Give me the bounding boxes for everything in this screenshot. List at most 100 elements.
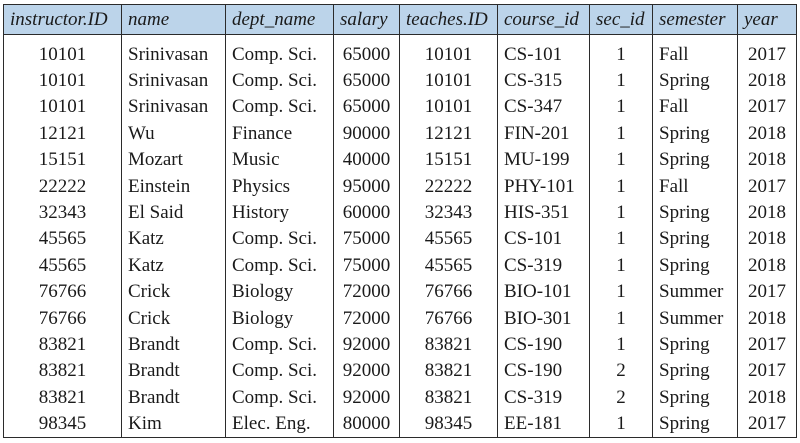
cell-teaches-id: 83821 xyxy=(399,357,498,385)
cell-salary: 72000 xyxy=(333,278,400,305)
cell-instructor-id: 10101 xyxy=(3,67,122,94)
cell-year: 2018 xyxy=(737,199,797,226)
table-row: 98345 Kim Elec. Eng. 80000 98345 EE-181 1 Sprin… xyxy=(3,410,797,438)
cell-year: 2018 xyxy=(737,67,797,94)
cell-course-id: CS-190 xyxy=(497,331,590,358)
cell-instructor-id: 45565 xyxy=(3,225,122,253)
cell-salary: 80000 xyxy=(333,410,400,438)
cell-course-id: EE-181 xyxy=(497,410,590,438)
cell-teaches-id: 45565 xyxy=(399,252,498,279)
cell-instructor-id: 32343 xyxy=(3,199,122,226)
cell-dept-name: Comp. Sci. xyxy=(225,252,334,279)
cell-instructor-id: 10101 xyxy=(3,93,122,121)
cell-sec-id: 1 xyxy=(589,67,653,94)
cell-year: 2017 xyxy=(737,357,797,385)
cell-year: 2018 xyxy=(737,384,797,411)
cell-name: Brandt xyxy=(121,384,226,411)
cell-sec-id: 1 xyxy=(589,252,653,279)
cell-salary: 92000 xyxy=(333,331,400,358)
cell-year: 2017 xyxy=(737,410,797,438)
table-row: 83821 Brandt Comp. Sci. 92000 83821 CS-319 2 Sp… xyxy=(3,384,797,411)
cell-name: Brandt xyxy=(121,357,226,385)
cell-teaches-id: 45565 xyxy=(399,225,498,253)
cell-sec-id: 1 xyxy=(589,41,653,68)
cell-dept-name: Biology xyxy=(225,304,334,332)
cell-teaches-id: 15151 xyxy=(399,146,498,173)
column-header-year: year xyxy=(737,4,797,35)
cell-semester: Spring xyxy=(652,384,738,411)
column-header-name: name xyxy=(121,4,226,35)
cell-dept-name: Comp. Sci. xyxy=(225,41,334,68)
cell-teaches-id: 22222 xyxy=(399,172,498,200)
table-row: 45565 Katz Comp. Sci. 75000 45565 CS-101 1 Spri… xyxy=(3,225,797,253)
cell-semester: Spring xyxy=(652,357,738,385)
column-header-salary: salary xyxy=(333,4,400,35)
cell-semester: Spring xyxy=(652,252,738,279)
cell-course-id: HIS-351 xyxy=(497,199,590,226)
header-row: instructor.ID name dept_name salary teac… xyxy=(3,4,797,35)
cell-name: Katz xyxy=(121,252,226,279)
cell-salary: 65000 xyxy=(333,93,400,121)
table-row: 22222 Einstein Physics 95000 22222 PHY-101 1 Fa… xyxy=(3,172,797,200)
cell-semester: Fall xyxy=(652,41,738,68)
cell-sec-id: 1 xyxy=(589,225,653,253)
cell-year: 2018 xyxy=(737,146,797,173)
cell-salary: 40000 xyxy=(333,146,400,173)
cell-year: 2017 xyxy=(737,278,797,305)
cell-year: 2017 xyxy=(737,331,797,358)
table-row: 10101 Srinivasan Comp. Sci. 65000 10101 CS-31… xyxy=(3,67,797,94)
table-row: 12121 Wu Finance 90000 12121 FIN-201 1 Spring 20… xyxy=(3,120,797,147)
cell-dept-name: Comp. Sci. xyxy=(225,67,334,94)
cell-dept-name: Physics xyxy=(225,172,334,200)
cell-sec-id: 2 xyxy=(589,384,653,411)
cell-salary: 72000 xyxy=(333,304,400,332)
cell-name: El Said xyxy=(121,199,226,226)
cell-instructor-id: 12121 xyxy=(3,120,122,147)
cell-teaches-id: 10101 xyxy=(399,93,498,121)
cell-dept-name: Biology xyxy=(225,278,334,305)
cell-salary: 92000 xyxy=(333,384,400,411)
cell-name: Srinivasan xyxy=(121,67,226,94)
cell-year: 2018 xyxy=(737,120,797,147)
cell-sec-id: 1 xyxy=(589,199,653,226)
cell-name: Mozart xyxy=(121,146,226,173)
cell-course-id: PHY-101 xyxy=(497,172,590,200)
cell-name: Kim xyxy=(121,410,226,438)
cell-course-id: CS-101 xyxy=(497,41,590,68)
cell-name: Wu xyxy=(121,120,226,147)
cell-sec-id: 1 xyxy=(589,93,653,121)
cell-name: Crick xyxy=(121,304,226,332)
cell-instructor-id: 76766 xyxy=(3,278,122,305)
cell-dept-name: Finance xyxy=(225,120,334,147)
cell-sec-id: 1 xyxy=(589,410,653,438)
cell-course-id: FIN-201 xyxy=(497,120,590,147)
cell-salary: 65000 xyxy=(333,41,400,68)
cell-salary: 75000 xyxy=(333,225,400,253)
cell-dept-name: Elec. Eng. xyxy=(225,410,334,438)
cell-salary: 95000 xyxy=(333,172,400,200)
cell-year: 2018 xyxy=(737,225,797,253)
cell-year: 2018 xyxy=(737,304,797,332)
cell-sec-id: 1 xyxy=(589,304,653,332)
relation-table-container: instructor.ID name dept_name salary teac… xyxy=(3,4,797,438)
cell-instructor-id: 45565 xyxy=(3,252,122,279)
gap-row xyxy=(3,34,797,41)
cell-semester: Summer xyxy=(652,278,738,305)
cell-name: Brandt xyxy=(121,331,226,358)
cell-semester: Spring xyxy=(652,331,738,358)
cell-instructor-id: 83821 xyxy=(3,384,122,411)
cell-course-id: BIO-101 xyxy=(497,278,590,305)
cell-teaches-id: 76766 xyxy=(399,304,498,332)
cell-name: Srinivasan xyxy=(121,41,226,68)
cell-year: 2017 xyxy=(737,93,797,121)
cell-instructor-id: 22222 xyxy=(3,172,122,200)
column-header-semester: semester xyxy=(652,4,738,35)
table-row: 76766 Crick Biology 72000 76766 BIO-101 1 Summe… xyxy=(3,278,797,305)
cell-semester: Spring xyxy=(652,225,738,253)
cell-dept-name: Comp. Sci. xyxy=(225,93,334,121)
cell-name: Crick xyxy=(121,278,226,305)
instructor-teaches-table: instructor.ID name dept_name salary teac… xyxy=(3,4,797,438)
cell-sec-id: 1 xyxy=(589,331,653,358)
cell-teaches-id: 10101 xyxy=(399,41,498,68)
table-row: 45565 Katz Comp. Sci. 75000 45565 CS-319 1 Spri… xyxy=(3,252,797,279)
